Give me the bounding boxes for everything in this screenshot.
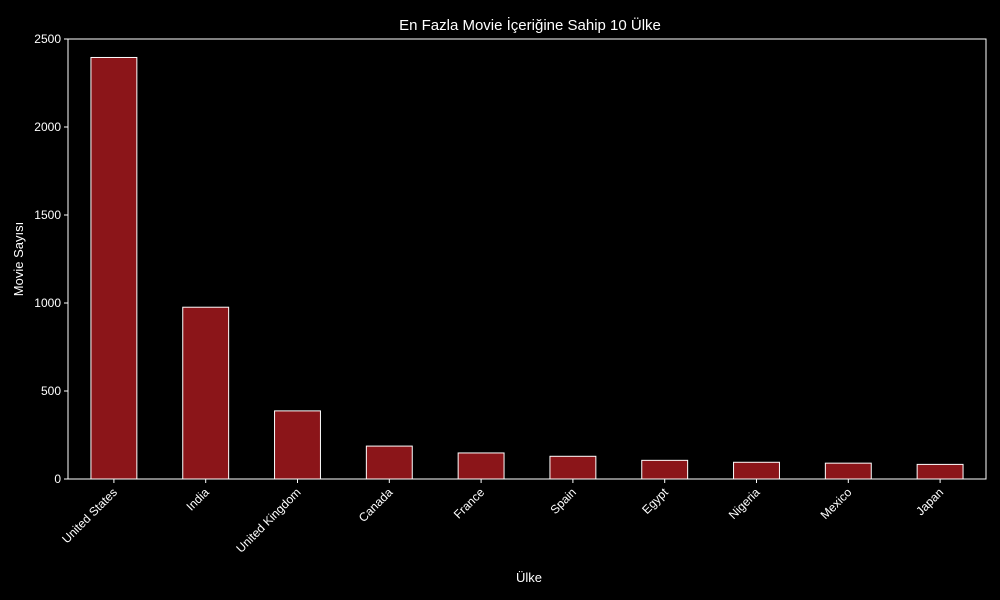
- y-tick-label: 1500: [34, 208, 61, 222]
- bar-spain: [549, 455, 597, 480]
- x-tick-label: United Kingdom: [233, 485, 303, 555]
- bar-egypt: [641, 459, 689, 480]
- x-tick-label: Nigeria: [726, 485, 763, 522]
- y-tick-label: 500: [41, 384, 61, 398]
- x-tick-label: India: [184, 485, 213, 514]
- bar-united-kingdom: [274, 410, 321, 480]
- x-tick-label: United States: [59, 485, 120, 546]
- bar-united-states: [90, 56, 138, 480]
- y-tick-label: 1000: [34, 296, 61, 310]
- chart-title: En Fazla Movie İçeriğine Sahip 10 Ülke: [399, 16, 661, 34]
- bars-group: [90, 56, 964, 480]
- bar-nigeria: [733, 461, 780, 480]
- y-tick-label: 2000: [34, 120, 61, 134]
- x-tick-label: Japan: [913, 485, 946, 518]
- y-tick-label: 2500: [34, 32, 61, 46]
- x-tick-label: France: [451, 485, 488, 522]
- bar-japan: [916, 463, 964, 480]
- x-tick-label: Egypt: [639, 485, 671, 517]
- x-tick-label: Spain: [547, 485, 579, 517]
- y-axis-label: Movie Sayısı: [11, 222, 26, 296]
- bar-canada: [365, 445, 413, 480]
- x-axis-label: Ülke: [516, 570, 542, 585]
- bar-india: [182, 306, 230, 480]
- y-tick-label: 0: [54, 472, 61, 486]
- x-tick-label: Mexico: [818, 485, 855, 522]
- x-tick-label: Canada: [356, 485, 396, 525]
- bar-france: [457, 452, 505, 480]
- plot-frame: [67, 38, 987, 480]
- bar-mexico: [824, 462, 872, 480]
